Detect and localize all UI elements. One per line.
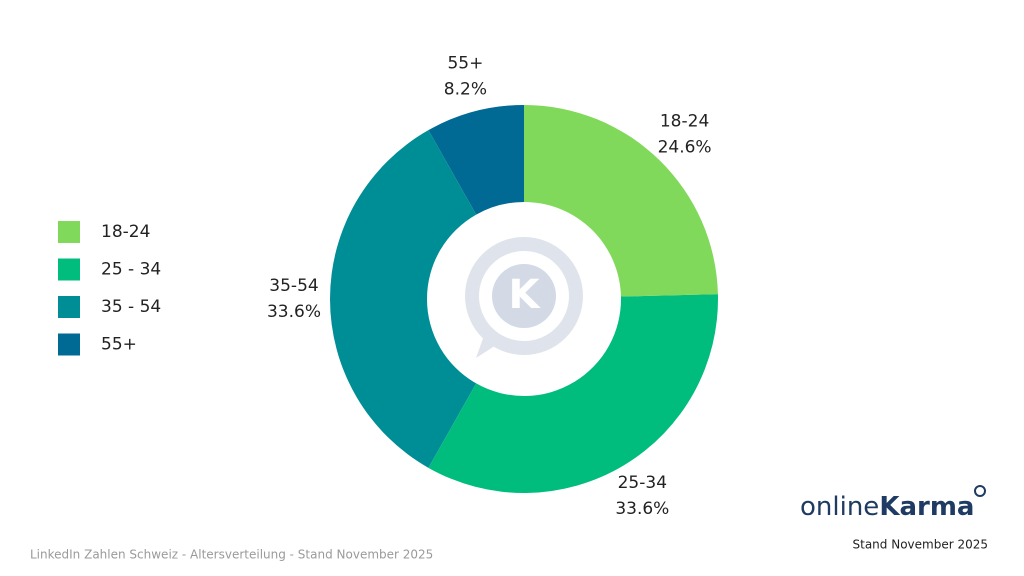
center-icon: K	[465, 237, 583, 358]
legend-label: 25 - 34	[101, 260, 161, 280]
slice-label: 35-54	[269, 276, 318, 296]
center-letter: K	[509, 272, 542, 318]
slice-label: 18-24	[660, 111, 709, 131]
legend-swatch	[58, 258, 80, 281]
logo-prefix: online	[800, 492, 879, 522]
legend-swatch	[58, 296, 80, 318]
slice-label: 25-34	[618, 473, 667, 493]
slice-value: 8.2%	[444, 80, 487, 100]
donut-slice	[428, 105, 524, 215]
legend-label: 55+	[101, 335, 137, 355]
slice-label: 55+	[447, 54, 483, 74]
footer-caption: LinkedIn Zahlen Schweiz - Altersverteilu…	[30, 548, 433, 562]
donut-slice	[428, 294, 718, 493]
legend-swatch	[58, 221, 80, 243]
footer-date: Stand November 2025	[853, 538, 989, 552]
logo-dot	[974, 485, 986, 497]
legend-swatch	[58, 333, 80, 356]
donut-slice	[524, 105, 718, 297]
slice-value: 33.6%	[267, 302, 321, 322]
logo-suffix: Karma	[879, 492, 974, 522]
legend-label: 18-24	[101, 222, 150, 242]
logo: onlineKarma	[800, 492, 974, 522]
donut-slice	[330, 130, 477, 468]
legend-label: 35 - 54	[101, 297, 161, 317]
slice-value: 33.6%	[615, 499, 669, 519]
slice-value: 24.6%	[658, 137, 712, 157]
